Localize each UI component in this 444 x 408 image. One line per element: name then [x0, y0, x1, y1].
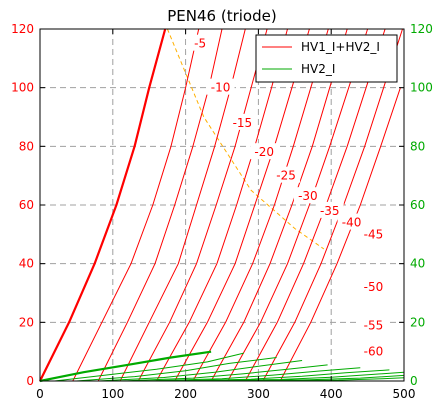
- curve-label-bg: [186, 34, 215, 51]
- y-tick-label-right: 40: [410, 257, 425, 271]
- x-tick-label: 100: [101, 387, 124, 401]
- series2-curve: [76, 357, 277, 382]
- legend: HV1_I+HV2_I HV2_I: [255, 34, 398, 83]
- series1-curve: [174, 28, 310, 382]
- series1-curve: [156, 28, 288, 382]
- y-tick-label-left: 100: [11, 81, 34, 95]
- curve-label-bg: [359, 316, 388, 333]
- y-tick-label-left: 20: [19, 315, 34, 329]
- series2-curve: [163, 369, 390, 382]
- curve-label: -15: [233, 116, 253, 130]
- curve-label-bg: [315, 201, 344, 218]
- chart-title: PEN46 (triode): [167, 7, 276, 25]
- series1-curve: [39, 28, 167, 382]
- curve-label: -40: [342, 216, 362, 230]
- y-tick-label-right: 100: [410, 81, 433, 95]
- curve-label-bg: [359, 278, 388, 295]
- curve-label-bg: [206, 78, 235, 95]
- series1-curve: [72, 28, 200, 382]
- curve-label: -35: [320, 204, 340, 218]
- y-tick-label-right: 120: [410, 22, 433, 36]
- x-tick-label: 400: [320, 387, 343, 401]
- curve-label-bg: [337, 213, 366, 230]
- tick-layer: 0 100 200 300 400 500020406080100120020406080…: [11, 22, 433, 401]
- legend-label-series2: HV2_I: [301, 62, 335, 76]
- series2-curve: [54, 352, 244, 382]
- y-tick-label-left: 60: [19, 198, 34, 212]
- y-tick-label-left: 0: [26, 374, 34, 388]
- x-tick-label: 500: [393, 387, 416, 401]
- x-tick-label: 0: [36, 387, 44, 401]
- y-tick-label-right: 0: [410, 374, 418, 388]
- curve-label-bg: [250, 143, 279, 160]
- curve-label: -60: [364, 345, 384, 359]
- series1-curve: [192, 28, 329, 382]
- series2-curve: [120, 364, 328, 382]
- curve-label-bg: [228, 113, 257, 130]
- curve-label-layer: -5 -10 -15 -20-25-30-35-40-45 -50 -55 -60: [186, 34, 388, 359]
- curve-label: -10: [211, 81, 231, 95]
- curve-label: -25: [276, 169, 296, 183]
- series2-curve: [39, 350, 212, 383]
- series1-curve: [210, 28, 348, 382]
- curve-label-bg: [359, 342, 388, 359]
- y-tick-label-right: 80: [410, 139, 425, 153]
- series1-curve: [137, 28, 268, 382]
- curve-label: -5: [194, 37, 206, 51]
- series2-curve: [141, 367, 361, 382]
- loadline-layer: [166, 28, 325, 250]
- y-tick-label-right: 60: [410, 198, 425, 212]
- y-tick-label-left: 80: [19, 139, 34, 153]
- series1-curve: [227, 28, 369, 382]
- curve-label: -45: [364, 227, 384, 241]
- load-line: [166, 28, 325, 250]
- curve-label: -30: [298, 189, 318, 203]
- y-tick-label-left: 40: [19, 257, 34, 271]
- curve-label: -20: [254, 145, 274, 159]
- curve-label-bg: [293, 187, 322, 204]
- x-tick-label: 300: [247, 387, 270, 401]
- series1-curve: [279, 87, 401, 382]
- curve-label-bg: [272, 166, 301, 183]
- series-hv2-layer: [39, 350, 405, 383]
- legend-label-series1: HV1_I+HV2_I: [301, 40, 380, 54]
- y-tick-label-right: 20: [410, 315, 425, 329]
- y-tick-label-left: 120: [11, 22, 34, 36]
- x-tick-label: 200: [174, 387, 197, 401]
- curve-label-bg: [359, 225, 388, 242]
- curve-label: -50: [364, 280, 384, 294]
- series2-curve: [98, 360, 303, 382]
- legend-box: [255, 34, 398, 83]
- curve-label: -55: [364, 318, 384, 332]
